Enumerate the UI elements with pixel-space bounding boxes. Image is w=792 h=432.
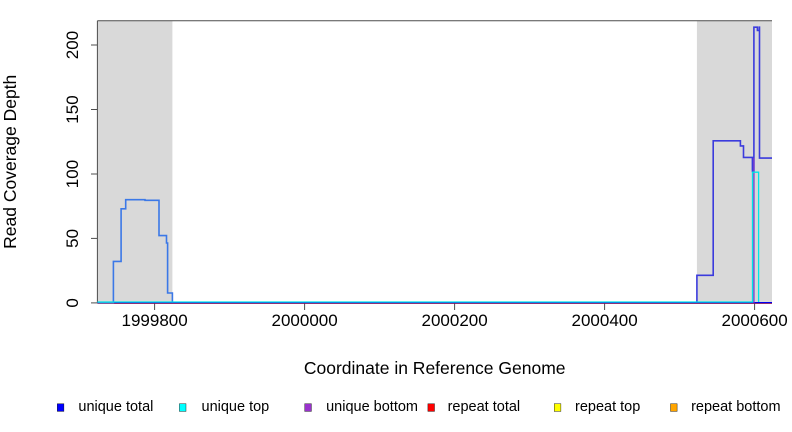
svg-text:repeat total: repeat total	[448, 399, 521, 415]
svg-text:150: 150	[63, 95, 82, 123]
svg-text:2000400: 2000400	[572, 311, 638, 330]
svg-text:2000600: 2000600	[722, 311, 788, 330]
svg-text:2000000: 2000000	[272, 311, 338, 330]
svg-text:repeat top: repeat top	[575, 399, 640, 415]
svg-text:unique total: unique total	[78, 399, 153, 415]
svg-text:50: 50	[63, 229, 82, 248]
svg-text:200: 200	[63, 31, 82, 59]
svg-text:repeat bottom: repeat bottom	[691, 399, 780, 415]
svg-text:100: 100	[63, 160, 82, 188]
svg-text:unique bottom: unique bottom	[326, 399, 418, 415]
svg-text:Read Coverage Depth: Read Coverage Depth	[0, 75, 20, 249]
svg-text:2000200: 2000200	[422, 311, 488, 330]
svg-text:1999800: 1999800	[122, 311, 188, 330]
svg-text:0: 0	[63, 298, 82, 307]
svg-text:unique top: unique top	[202, 399, 270, 415]
svg-text:Coordinate in Reference Genome: Coordinate in Reference Genome	[304, 358, 566, 378]
